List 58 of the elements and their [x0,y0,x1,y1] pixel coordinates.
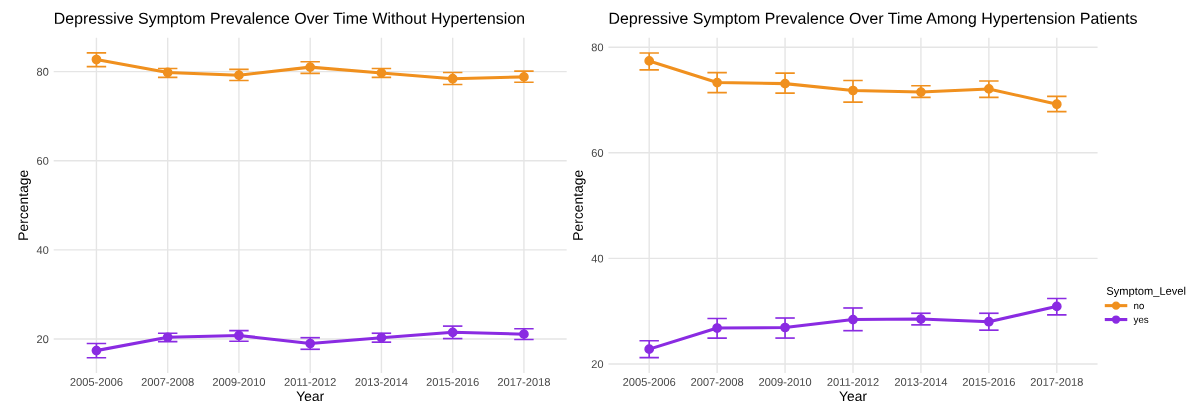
x-tick-label: 2013-2014 [894,378,948,386]
y-tick-label: 20 [37,335,49,344]
point [984,84,994,94]
chart-title: Depressive Symptom Prevalence Over Time Without Hypertension [55,12,525,28]
x-tick-label: 2009-2010 [759,378,812,386]
y-axis-title: Percentage [573,170,586,240]
point [305,62,316,72]
point [916,314,926,324]
y-axis-title: Percentage [18,170,31,240]
point [712,77,722,88]
point [1051,99,1062,110]
point [848,314,858,325]
point [644,344,655,355]
x-tick-label: 2013-2014 [355,378,408,386]
point [234,330,244,341]
point [519,329,529,339]
x-tick-label: 2005-2006 [623,378,676,386]
legend-label: no [1134,303,1144,310]
point [234,70,244,81]
point [376,68,387,78]
legend-title: Symptom_Level [1106,286,1186,298]
x-tick-label: 2005-2006 [70,378,123,386]
point [305,338,316,349]
point [447,327,458,338]
point [162,67,173,78]
x-tick-label: 2007-2008 [141,378,194,386]
x-tick-label: 2015-2016 [962,378,1015,386]
y-tick-label: 60 [591,149,604,157]
x-tick-label: 2007-2008 [691,378,744,386]
x-tick-label: 2017-2018 [497,378,551,386]
point [447,73,458,84]
y-tick-label: 20 [591,360,604,369]
y-tick-label: 40 [591,254,604,263]
point [376,332,387,343]
chart-title: Depressive Symptom Prevalence Over Time Among Hypertension Patients [609,12,1137,28]
point [644,56,655,66]
y-tick-label: 80 [591,43,604,52]
point [91,54,102,65]
point [712,323,722,333]
x-tick-label: 2015-2016 [426,378,479,386]
point [916,87,926,97]
point [984,316,994,327]
x-axis-title: Year [296,391,324,402]
x-tick-label: 2009-2010 [212,378,266,386]
y-tick-label: 60 [37,157,49,165]
x-tick-label: 2011-2012 [284,378,336,386]
point [780,322,790,333]
x-tick-label: 2011-2012 [827,378,879,386]
point [91,345,102,356]
point [519,72,529,82]
point [780,78,790,89]
legend-label: yes [1133,317,1149,325]
point [1051,301,1062,312]
x-tick-label: 2017-2018 [1030,378,1083,386]
point [848,85,858,96]
y-tick-label: 40 [36,246,49,255]
y-tick-label: 80 [36,67,49,76]
x-axis-title: Year [839,391,867,402]
